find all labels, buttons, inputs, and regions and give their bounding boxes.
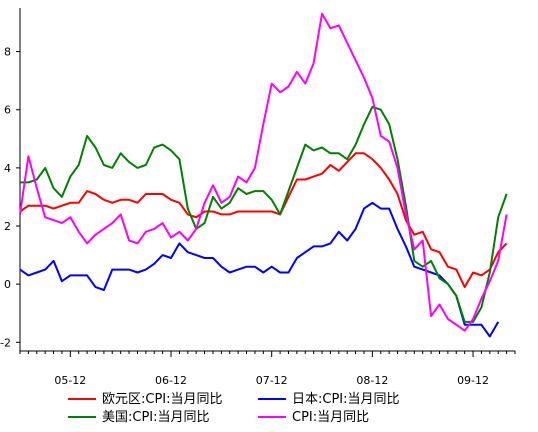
y-ticks: -2 0 2 4 6 8 (0, 46, 20, 349)
axes (19, 8, 515, 352)
x-ticks: 05-12 06-12 07-12 08-12 09-12 (19, 351, 516, 387)
legend-label: 日本:CPI:当月同比 (292, 392, 400, 407)
x-tick-label: 06-12 (155, 374, 187, 387)
x-tick-label: 08-12 (356, 374, 388, 387)
legend-label: 欧元区:CPI:当月同比 (102, 392, 223, 407)
series-lines (19, 12, 508, 338)
x-tick-label: 07-12 (256, 374, 288, 387)
y-tick-label: 6 (4, 104, 11, 117)
y-tick-label: -2 (0, 336, 11, 349)
y-tick-label: 4 (4, 162, 11, 175)
y-tick-label: 0 (4, 278, 11, 291)
series-line-1 (19, 201, 500, 338)
y-tick-label: 2 (4, 220, 11, 233)
y-tick-label: 8 (4, 46, 11, 59)
legend-label: CPI:当月同比 (292, 410, 369, 425)
x-tick-label: 05-12 (54, 374, 86, 387)
series-line-2 (20, 105, 508, 323)
series-line-3 (19, 12, 508, 332)
legend-label: 美国:CPI:当月同比 (102, 410, 210, 425)
series-line-0 (19, 152, 508, 289)
x-tick-label: 09-12 (457, 374, 489, 387)
